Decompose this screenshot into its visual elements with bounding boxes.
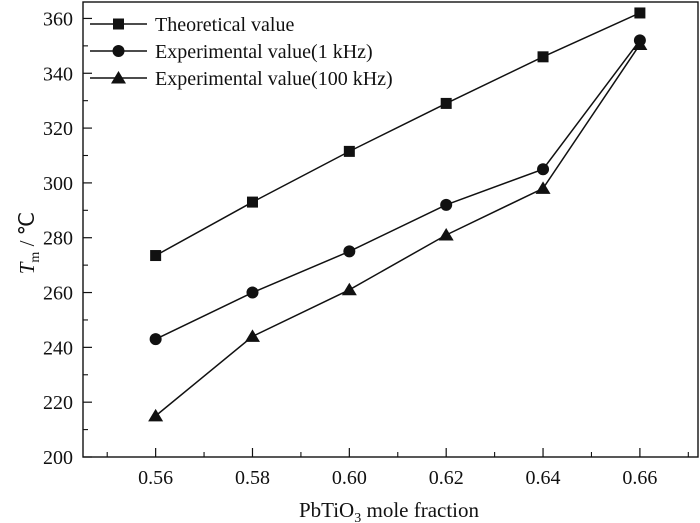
plot-frame (82, 1, 699, 458)
y-tick-label: 200 (43, 447, 73, 469)
axes (82, 1, 699, 458)
y-tick-label: 300 (43, 173, 73, 195)
x-tick-label: 0.64 (526, 467, 561, 489)
y-tick-label: 340 (43, 63, 73, 85)
data-point-triangle (535, 181, 551, 194)
legend-marker-square (113, 18, 124, 30)
x-tick-label: 0.60 (332, 467, 367, 489)
data-point-square (343, 145, 355, 157)
data-point-square (246, 196, 258, 208)
data-point-square (634, 7, 646, 19)
series-lines (155, 12, 641, 417)
y-tick-label: 240 (43, 337, 73, 359)
x-axis-title: PbTiO3 mole fraction (299, 498, 480, 523)
legend-marker-triangle (111, 71, 126, 84)
data-point-triangle (148, 408, 164, 422)
y-tick-label: 260 (43, 283, 73, 305)
data-point-square (150, 250, 162, 262)
x-tick-label: 0.58 (235, 467, 270, 489)
legend-label: Theoretical value (155, 14, 294, 36)
data-point-triangle (244, 329, 260, 342)
series-line-3 (155, 44, 641, 417)
series-line-1 (155, 12, 641, 257)
legend-marker-circle (112, 45, 125, 57)
legend-label: Experimental value(100 kHz) (155, 68, 393, 90)
y-tick-label: 280 (43, 228, 73, 250)
data-point-circle (149, 333, 162, 346)
data-point-circle (343, 245, 356, 258)
data-point-circle (246, 286, 259, 299)
x-tick-label: 0.66 (622, 467, 657, 489)
y-axis-title: Tm / ℃ (15, 212, 43, 275)
data-point-triangle (632, 37, 648, 50)
series-markers (148, 7, 648, 422)
series-line-2 (155, 39, 641, 340)
y-tick-label: 320 (43, 118, 73, 140)
axis-ticks: 200 220 240 260 280 300 320 340 360 0.56 0.58 0.60 0… (43, 8, 689, 489)
data-point-circle (440, 198, 453, 211)
legend-label: Experimental value(1 kHz) (155, 41, 373, 63)
x-tick-label: 0.56 (138, 467, 173, 489)
data-point-triangle (438, 227, 454, 241)
data-point-triangle (341, 282, 357, 296)
y-tick-label: 220 (43, 392, 73, 414)
y-tick-label: 360 (43, 8, 73, 30)
data-point-square (537, 51, 549, 63)
data-point-circle (537, 163, 550, 176)
data-point-square (440, 97, 452, 109)
x-tick-label: 0.62 (429, 467, 464, 489)
legend: Theoretical value Experimental value(1 kH… (90, 14, 393, 90)
